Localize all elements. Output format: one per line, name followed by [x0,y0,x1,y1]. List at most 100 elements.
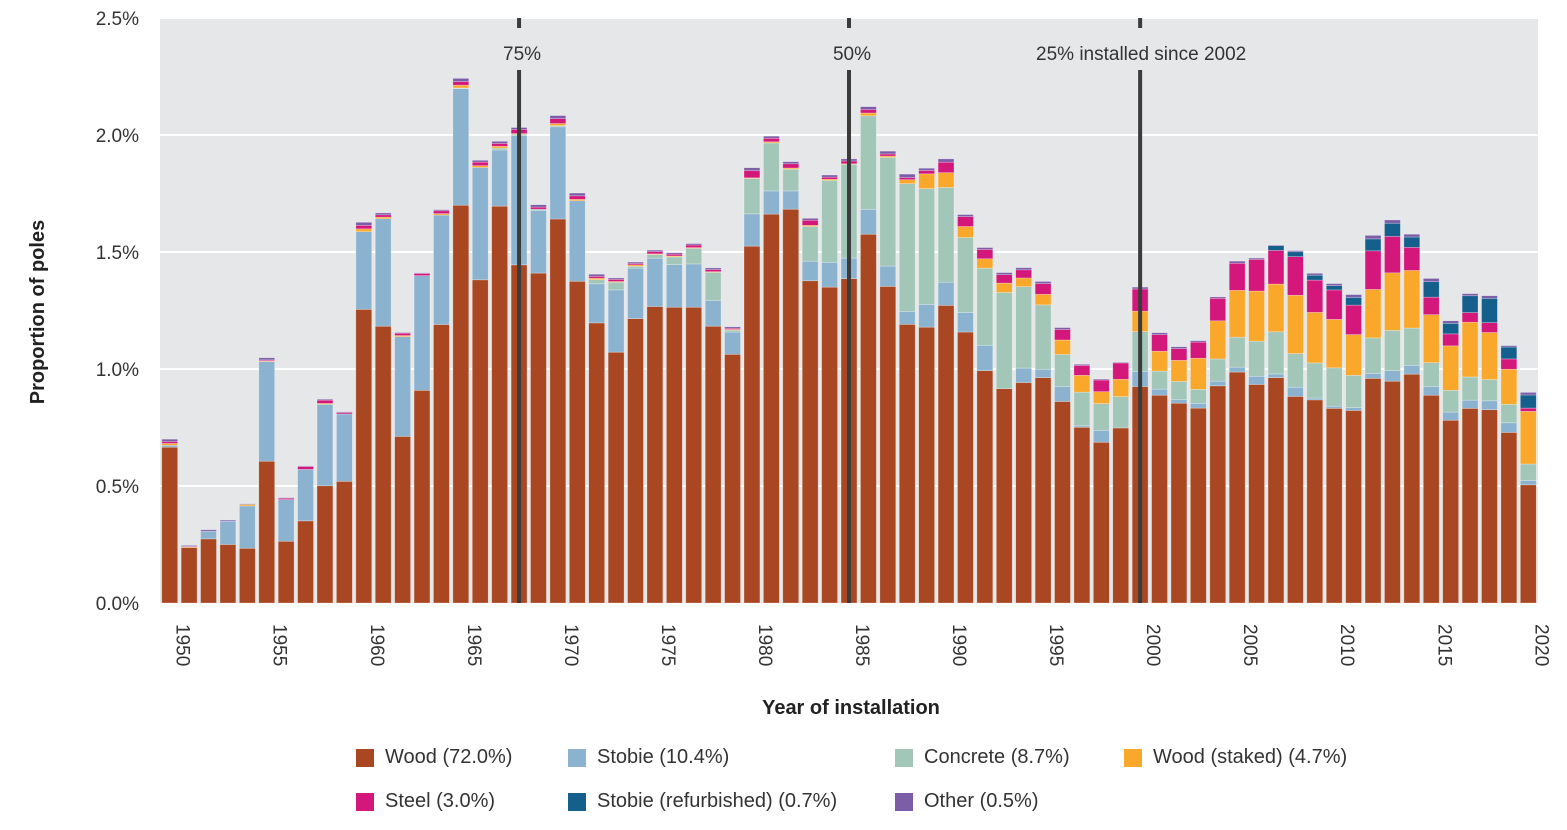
bar-segment-other [471,159,489,163]
bar-segment-other [394,332,411,334]
bar-stack-2005 [1228,260,1246,604]
bar-segment-other [1403,233,1421,238]
bar-stack-1959 [336,411,353,604]
bar-stack-1954 [239,503,256,604]
bar-segment-wood-staked [1442,345,1459,391]
bar-segment-wood-staked [1190,357,1207,390]
bar-stack-1989 [918,167,935,604]
bar-segment-stobie [1345,407,1362,411]
bar-segment-wood [1248,384,1265,604]
bar-segment-concrete [1151,370,1168,390]
bar-segment-wood [898,324,916,604]
legend-swatch [356,748,374,767]
bar-segment-concrete [879,157,897,267]
reference-line-label: 50% [833,44,871,65]
bar-stack-1983 [801,218,819,604]
bar-segment-wood-staked [976,258,994,269]
bar-segment-stobie [1287,386,1304,397]
bar-segment-concrete [1190,389,1207,404]
bar-segment-wood [491,205,508,604]
bar-segment-stobie [1228,366,1246,373]
bar-segment-wood-staked [1325,319,1343,369]
bar-segment-other [1384,219,1401,224]
bar-segment-wood [724,353,741,604]
bar-stack-2004 [1209,296,1227,604]
bar-segment-wood [627,318,644,604]
bar-segment-wood [996,388,1013,604]
bar-segment-steel [1073,365,1091,376]
bar-segment-concrete [1015,286,1032,369]
bar-segment-stobie [355,231,373,310]
bar-segment-stobie [918,304,935,328]
bar-segment-wood [336,481,353,604]
bar-stack-2003 [1190,340,1207,604]
bar-segment-steel [1151,334,1168,352]
y-axis-label: Proportion of poles [27,220,49,404]
bar-segment-steel [374,214,392,218]
x-tick-label: 1995 [1045,624,1066,666]
bar-segment-other [1461,293,1479,297]
bar-stack-1960 [355,221,373,604]
legend-label: Stobie (10.4%) [597,746,730,768]
bar-segment-other [588,273,605,277]
bar-segment-other [879,150,897,155]
bar-segment-wood-staked [1015,277,1032,287]
bar-segment-stobie [1520,480,1537,486]
bar-segment-stobie [219,521,237,545]
bar-stack-1961 [374,212,392,604]
bar-segment-stobie-refurbished [1287,251,1304,257]
bar-segment-wood-staked [1112,378,1129,397]
bar-segment-wood [569,280,586,604]
bar-segment-steel [1325,289,1343,320]
bar-segment-other [1034,281,1052,284]
bar-segment-stobie [666,264,683,308]
bar-stack-2012 [1364,235,1382,604]
bar-segment-other [607,277,625,280]
bar-stack-1957 [297,465,314,604]
bar-segment-stobie-refurbished [1442,323,1459,335]
bar-segment-wood [937,305,955,604]
bar-segment-wood [1442,419,1459,604]
bar-segment-stobie [1403,365,1421,375]
bar-segment-concrete [918,188,935,305]
bar-segment-other [860,106,877,110]
bar-segment-stobie [452,88,470,206]
bar-segment-other [646,249,664,252]
bar-segment-wood-staked [1287,294,1304,354]
bar-stack-1956 [277,497,295,604]
bar-segment-wood [957,331,974,604]
bar-segment-concrete [588,279,605,285]
bar-segment-wood-staked [860,112,877,117]
bar-segment-stobie [937,281,955,306]
bar-segment-steel [996,274,1013,284]
bar-segment-other [918,167,935,171]
bar-segment-steel [1364,250,1382,290]
x-tick-label: 1990 [948,624,969,666]
legend-swatch [568,748,586,767]
bar-segment-stobie [743,213,761,247]
bar-segment-steel [1345,304,1362,335]
bar-segment-stobie-refurbished [1520,394,1537,409]
bar-segment-other [1520,392,1537,396]
bar-segment-other [491,141,508,144]
bar-stack-1997 [1073,364,1091,604]
bar-segment-wood-staked [957,226,974,238]
bar-segment-other [297,465,314,467]
bar-segment-stobie [374,218,392,327]
x-tick-label: 1965 [463,624,484,666]
bar-segment-stobie [1442,411,1459,421]
bar-segment-steel [413,273,431,276]
bar-segment-other [452,78,470,82]
bar-segment-stobie [413,275,431,391]
bar-segment-steel [1422,296,1440,316]
bar-segment-wood [374,325,392,604]
bar-segment-other [743,167,761,171]
bar-stack-1965 [452,78,470,604]
bar-segment-other [1093,378,1110,381]
bar-stack-2019 [1500,345,1518,604]
bar-segment-steel [1306,279,1324,313]
bar-segment-wood [1267,377,1285,604]
bar-segment-steel [452,81,470,86]
bar-segment-wood-staked [452,84,470,89]
bar-segment-stobie [1093,430,1110,443]
